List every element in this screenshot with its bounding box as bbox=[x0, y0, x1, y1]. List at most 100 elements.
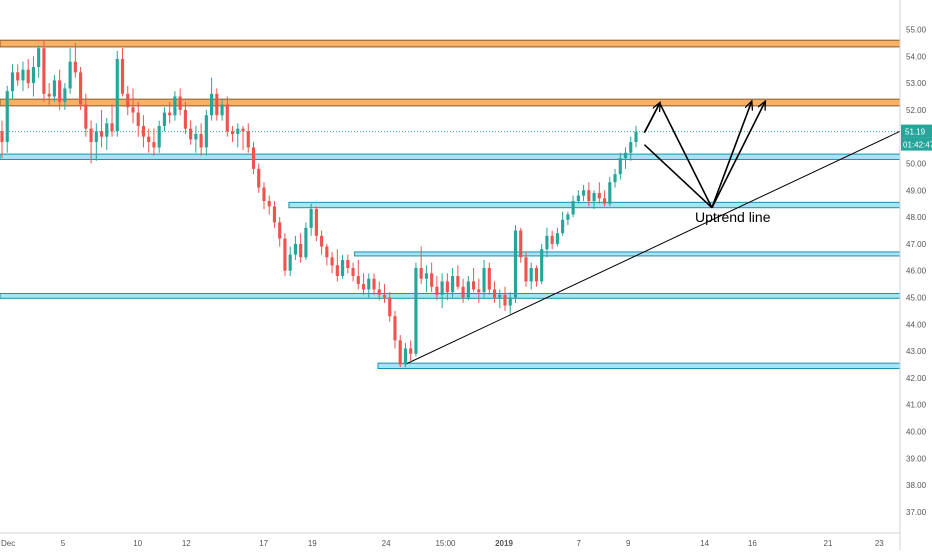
candle-body bbox=[623, 152, 628, 159]
support-zone-4 bbox=[354, 251, 901, 257]
y-tick-label: 40.00 bbox=[906, 427, 927, 436]
x-tick-label: 16 bbox=[748, 539, 757, 548]
candle-body bbox=[79, 72, 83, 105]
candle-body bbox=[325, 246, 329, 258]
candle-body bbox=[131, 107, 135, 113]
candle-body bbox=[293, 243, 297, 255]
candle-body bbox=[377, 289, 381, 295]
y-tick-label: 49.00 bbox=[906, 186, 927, 195]
candle-body bbox=[152, 142, 156, 148]
uptrend-line-label: Uptrend line bbox=[695, 209, 771, 225]
y-tick-label: 42.00 bbox=[906, 374, 927, 383]
x-tick-label: 23 bbox=[875, 539, 884, 548]
candle-body bbox=[555, 233, 559, 244]
candle-body bbox=[210, 93, 214, 116]
candle-body bbox=[110, 123, 114, 132]
candle-body bbox=[430, 273, 434, 287]
time-axis[interactable]: Dec 5 10 12 17 19 24 15:00 2019 7 9 14 16 21 23 bbox=[0, 532, 900, 548]
candle-body bbox=[189, 128, 193, 140]
resistance-zone-0 bbox=[0, 39, 901, 48]
x-tick-label: 12 bbox=[182, 539, 191, 548]
candle-body bbox=[346, 259, 350, 269]
projection-arrow-3 bbox=[711, 102, 752, 208]
candle-body bbox=[403, 348, 408, 365]
candle-body bbox=[37, 48, 41, 68]
candles-group bbox=[0, 40, 638, 368]
candle-body bbox=[398, 340, 402, 365]
candle-body bbox=[582, 190, 586, 196]
candle-body bbox=[508, 297, 512, 306]
last-price-badge bbox=[901, 124, 932, 138]
y-tick-label: 45.00 bbox=[906, 293, 927, 302]
candle-body bbox=[503, 294, 507, 306]
y-tick-label: 41.00 bbox=[906, 401, 927, 410]
candle-body bbox=[199, 134, 203, 148]
candle-body bbox=[519, 230, 523, 258]
y-tick-label: 47.00 bbox=[906, 240, 927, 249]
projection-arrows bbox=[643, 102, 765, 209]
candle-body bbox=[513, 230, 518, 298]
candle-body bbox=[183, 109, 187, 129]
candle-body bbox=[545, 235, 549, 250]
candle-body bbox=[58, 80, 62, 102]
x-tick-label: 9 bbox=[626, 539, 631, 548]
x-tick-label: 14 bbox=[700, 539, 709, 548]
candle-body bbox=[126, 93, 130, 108]
candle-body bbox=[356, 276, 360, 285]
x-tick-label: 2019 bbox=[495, 539, 513, 548]
y-tick-label: 43.00 bbox=[906, 347, 927, 356]
candle-body bbox=[566, 214, 570, 220]
y-tick-label: 55.00 bbox=[906, 25, 927, 34]
candle-body bbox=[608, 182, 612, 204]
candle-body bbox=[283, 238, 287, 271]
x-tick-label: 5 bbox=[61, 539, 66, 548]
candle-body bbox=[84, 104, 88, 129]
candle-body bbox=[26, 69, 30, 84]
x-tick-label: 17 bbox=[259, 539, 268, 548]
trendline-group bbox=[404, 130, 901, 365]
candle-body bbox=[534, 268, 539, 282]
y-tick-label: 39.00 bbox=[906, 454, 927, 463]
candle-body bbox=[309, 209, 313, 228]
candle-body bbox=[136, 112, 140, 126]
candle-body bbox=[367, 278, 371, 290]
candle-body bbox=[361, 284, 366, 290]
candle-body bbox=[168, 112, 172, 116]
candle-body bbox=[141, 125, 146, 137]
support-zone-6 bbox=[377, 362, 901, 370]
candle-body bbox=[629, 142, 633, 153]
x-tick-label: 15:00 bbox=[435, 539, 456, 548]
candle-body bbox=[47, 93, 51, 97]
projection-arrow-5 bbox=[643, 103, 659, 134]
x-tick-label: Dec bbox=[1, 539, 15, 548]
candle-body bbox=[451, 276, 455, 293]
candle-body bbox=[393, 316, 397, 341]
x-tick-label: 24 bbox=[382, 539, 391, 548]
y-tick-label: 48.00 bbox=[906, 213, 927, 222]
candle-body bbox=[299, 243, 303, 258]
candle-body bbox=[571, 201, 575, 215]
candle-body bbox=[288, 254, 292, 271]
candle-body bbox=[262, 187, 266, 202]
candle-body bbox=[204, 115, 208, 148]
y-tick-label: 52.00 bbox=[906, 106, 927, 115]
candle-body bbox=[194, 134, 198, 140]
price-zones bbox=[0, 39, 901, 370]
candle-body bbox=[89, 128, 93, 143]
candle-body bbox=[456, 276, 460, 287]
candle-body bbox=[73, 61, 77, 73]
candle-body bbox=[63, 88, 67, 102]
support-zone-5 bbox=[0, 292, 901, 299]
candle-body bbox=[173, 96, 177, 116]
candle-body bbox=[246, 131, 250, 148]
candle-body bbox=[236, 128, 240, 135]
candle-body bbox=[341, 259, 345, 277]
candle-body bbox=[42, 48, 46, 94]
uptrend-line bbox=[404, 130, 901, 365]
x-tick-label: 21 bbox=[824, 539, 833, 548]
y-tick-label: 54.00 bbox=[906, 52, 927, 61]
y-tick-label: 50.00 bbox=[906, 159, 927, 168]
candle-body bbox=[0, 131, 4, 143]
price-axis[interactable]: 37.00 38.00 39.00 40.00 41.00 42.00 43.00 44.00… bbox=[899, 0, 927, 550]
